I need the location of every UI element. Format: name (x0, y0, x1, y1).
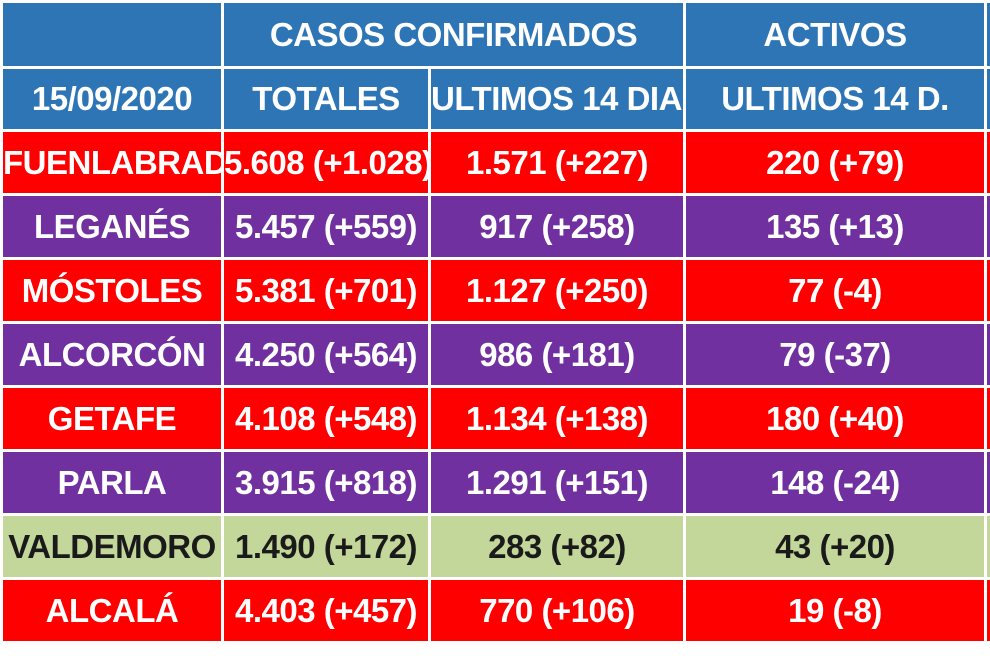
activos14-cell: 77 (-4) (686, 260, 984, 321)
table-row: FUENLABRADA 5.608 (+1.028) 1.571 (+227) … (3, 132, 990, 193)
municipio-cell: VALDEMORO (3, 516, 221, 577)
municipio-cell: MÓSTOLES (3, 260, 221, 321)
header-row-columns: 15/09/2020 TOTALES ULTIMOS 14 DIAS ULTIM… (3, 69, 990, 129)
row-edge-cell (987, 516, 990, 577)
table-row: ALCORCÓN 4.250 (+564) 986 (+181) 79 (-37… (3, 324, 990, 385)
municipio-cell: PARLA (3, 452, 221, 513)
municipio-cell: FUENLABRADA (3, 132, 221, 193)
municipio-cell: LEGANÉS (3, 196, 221, 257)
header-activos: ACTIVOS (686, 3, 984, 66)
cases-table: CASOS CONFIRMADOS ACTIVOS 15/09/2020 TOT… (3, 3, 990, 641)
totales-cell: 4.403 (+457) (224, 580, 428, 641)
header-blank-cell (3, 3, 221, 66)
table-row: GETAFE 4.108 (+548) 1.134 (+138) 180 (+4… (3, 388, 990, 449)
municipio-cell: GETAFE (3, 388, 221, 449)
row-edge-cell (987, 452, 990, 513)
ultimos14-cell: 770 (+106) (431, 580, 683, 641)
table-row: ALCALÁ 4.403 (+457) 770 (+106) 19 (-8) (3, 580, 990, 641)
header-totales: TOTALES (224, 69, 428, 129)
row-edge-cell (987, 260, 990, 321)
municipio-cell: ALCORCÓN (3, 324, 221, 385)
totales-cell: 5.457 (+559) (224, 196, 428, 257)
row-edge-cell (987, 388, 990, 449)
activos14-cell: 220 (+79) (686, 132, 984, 193)
header-edge-cell (987, 3, 990, 66)
ultimos14-cell: 1.127 (+250) (431, 260, 683, 321)
row-edge-cell (987, 580, 990, 641)
municipio-cell: ALCALÁ (3, 580, 221, 641)
totales-cell: 4.108 (+548) (224, 388, 428, 449)
row-edge-cell (987, 132, 990, 193)
ultimos14-cell: 986 (+181) (431, 324, 683, 385)
totales-cell: 5.608 (+1.028) (224, 132, 428, 193)
activos14-cell: 43 (+20) (686, 516, 984, 577)
activos14-cell: 19 (-8) (686, 580, 984, 641)
table-row: LEGANÉS 5.457 (+559) 917 (+258) 135 (+13… (3, 196, 990, 257)
ultimos14-cell: 917 (+258) (431, 196, 683, 257)
table-row: VALDEMORO 1.490 (+172) 283 (+82) 43 (+20… (3, 516, 990, 577)
row-edge-cell (987, 196, 990, 257)
activos14-cell: 180 (+40) (686, 388, 984, 449)
ultimos14-cell: 283 (+82) (431, 516, 683, 577)
ultimos14-cell: 1.571 (+227) (431, 132, 683, 193)
header-date: 15/09/2020 (3, 69, 221, 129)
table-row: MÓSTOLES 5.381 (+701) 1.127 (+250) 77 (-… (3, 260, 990, 321)
row-edge-cell (987, 324, 990, 385)
activos14-cell: 79 (-37) (686, 324, 984, 385)
activos14-cell: 148 (-24) (686, 452, 984, 513)
header-edge-cell (987, 69, 990, 129)
ultimos14-cell: 1.291 (+151) (431, 452, 683, 513)
totales-cell: 5.381 (+701) (224, 260, 428, 321)
totales-cell: 1.490 (+172) (224, 516, 428, 577)
totales-cell: 4.250 (+564) (224, 324, 428, 385)
activos14-cell: 135 (+13) (686, 196, 984, 257)
ultimos14-cell: 1.134 (+138) (431, 388, 683, 449)
table-row: PARLA 3.915 (+818) 1.291 (+151) 148 (-24… (3, 452, 990, 513)
header-confirmados: CASOS CONFIRMADOS (224, 3, 683, 66)
header-row-groups: CASOS CONFIRMADOS ACTIVOS (3, 3, 990, 66)
header-activos-ultimos-14: ULTIMOS 14 D. (686, 69, 984, 129)
header-ultimos-14-dias: ULTIMOS 14 DIAS (431, 69, 683, 129)
totales-cell: 3.915 (+818) (224, 452, 428, 513)
